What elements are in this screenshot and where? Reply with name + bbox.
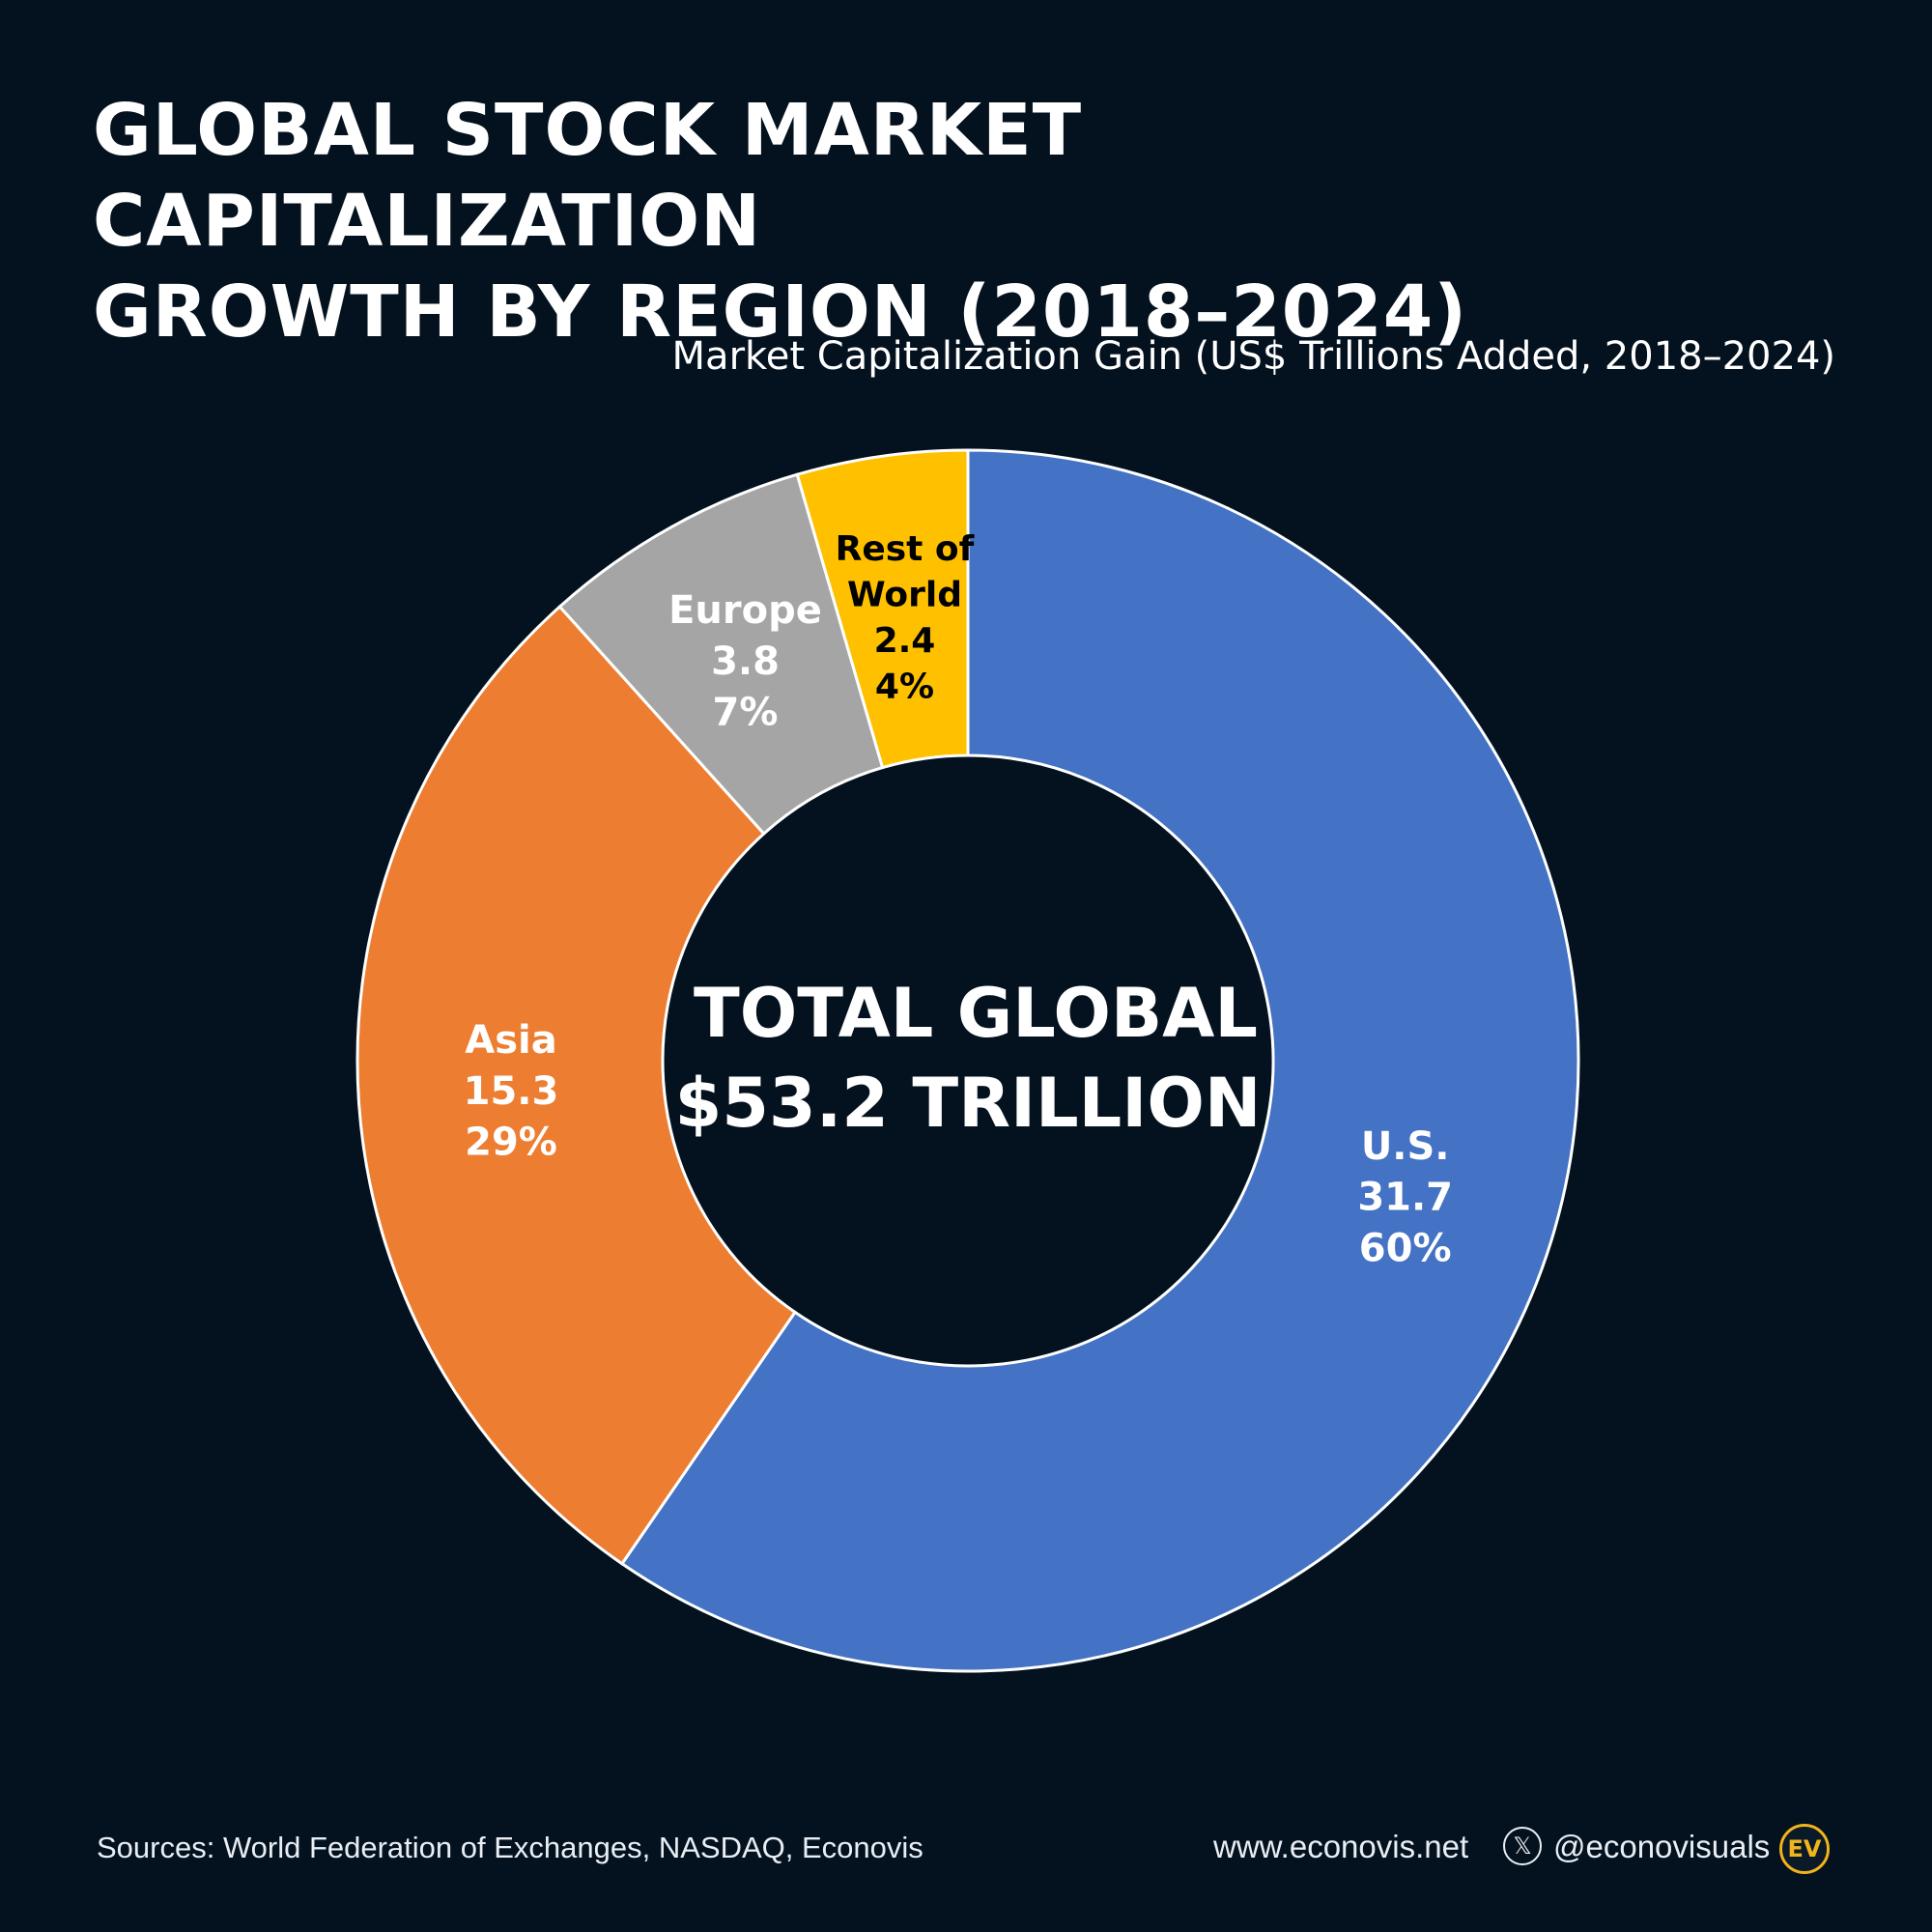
sources-text: Sources: World Federation of Exchanges, … [97,1831,923,1864]
slice-label-line: U.S. [1361,1124,1450,1169]
econovis-logo: EV [1779,1824,1830,1874]
social-handle[interactable]: @econovisuals [1553,1829,1771,1864]
slice-label-line: 31.7 [1357,1176,1453,1220]
slice-labels: U.S. 31.7 60% Asia 15.3 29% Europe 3.8 7% Rest of… [464,529,1453,1270]
chart-title: Global Stock Market Capitalization Growt… [93,85,1638,357]
slice-label-line: Europe [668,588,822,633]
slice-label-rest-of-world: Rest of World 2.4 4% [836,529,975,707]
slice-label-europe: Europe 3.8 7% [668,588,822,735]
x-logo-icon: 𝕏 [1503,1827,1542,1865]
slice-label-line: 3.8 [711,639,780,684]
slice-label-line: 7% [713,691,779,735]
slice-label-line: 60% [1359,1226,1452,1270]
slice-label-line: World [847,575,962,614]
slice-label-line: 4% [875,668,934,707]
title-line-1: Global Stock Market Capitalization [93,89,1083,263]
slice-label-line: 29% [465,1121,557,1165]
title-line-2: Growth by Region (2018–2024) [93,270,1468,354]
slice-u-s [619,448,1580,1673]
center-total-label: TOTAL GLOBAL [694,974,1258,1053]
chart-subtitle: Market Capitalization Gain (US$ Trillion… [671,334,1835,379]
slice-label-line: 2.4 [874,621,936,661]
slice-label-asia: Asia 15.3 29% [464,1018,559,1165]
donut-slices [355,448,1580,1673]
slice-label-u-s: U.S. 31.7 60% [1357,1124,1453,1271]
slice-asia [355,604,798,1566]
slice-label-line: Rest of [836,529,975,569]
slice-label-line: Asia [465,1018,556,1063]
slice-rest-of-world [795,448,970,770]
slice-label-line: 15.3 [464,1069,559,1114]
center-total-value: $53.2 TRILLION [675,1064,1262,1143]
website-link[interactable]: www.econovis.net [1213,1829,1469,1864]
